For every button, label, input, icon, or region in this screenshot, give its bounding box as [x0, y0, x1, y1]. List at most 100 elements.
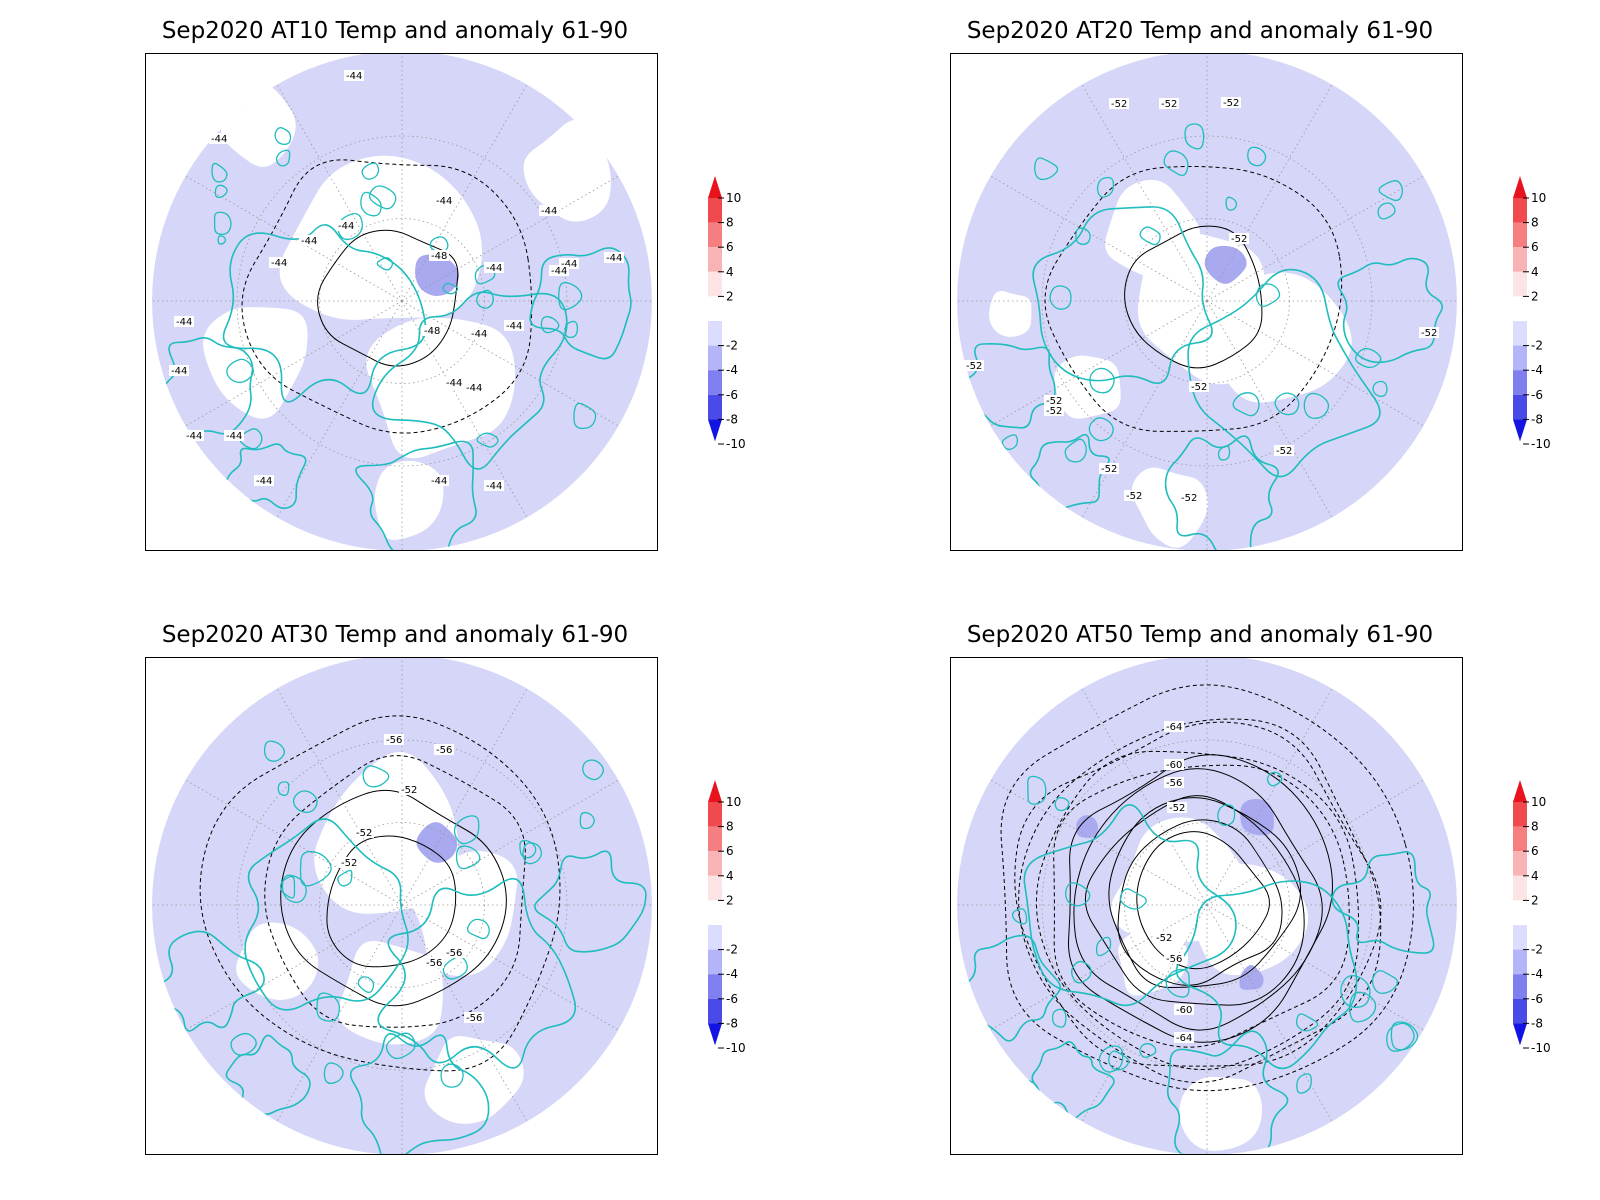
contour-label: -44 [606, 253, 622, 264]
coastline [1089, 367, 1115, 394]
colorbar-label: -10 [726, 437, 746, 451]
contour-label-bg [429, 250, 449, 261]
colorbar-label: -2 [726, 943, 738, 957]
coastline [385, 1032, 416, 1060]
colorbar-segment [1513, 998, 1527, 1024]
contour-label: -52 [1126, 491, 1142, 502]
meridian-line [1081, 688, 1208, 906]
colorbar-label: -6 [1531, 388, 1543, 402]
map-content [152, 54, 652, 550]
colorbar-label: 2 [1531, 893, 1539, 907]
coastline [1098, 1045, 1124, 1073]
contour-label: -44 [211, 134, 227, 145]
coastline [357, 976, 375, 994]
contour-label-bg [559, 258, 579, 269]
coastline [455, 845, 481, 870]
contour-label-bg [484, 262, 504, 273]
coastline [1064, 882, 1091, 907]
map-frame: -44 -44 -44 -44 -44 -44 -44 -44 -48 -44 -44 -48 -44-… [145, 53, 658, 551]
colorbar-segment [1513, 851, 1527, 876]
coastline [1164, 435, 1279, 550]
temperature-contour [1124, 225, 1263, 369]
colorbar-segment [1513, 296, 1527, 321]
colorbar-segment [1513, 949, 1527, 975]
contour-label-bg [1189, 381, 1209, 392]
contour-label-bg [1164, 721, 1184, 732]
coastline [1217, 804, 1236, 826]
coastline [213, 211, 232, 236]
colorbar-label: -4 [726, 967, 738, 981]
coastline [522, 842, 543, 865]
contour-label: -44 [256, 476, 272, 487]
contour-label-bg [269, 257, 289, 268]
contour-label-bg [1419, 327, 1439, 338]
contour-label: -44 [186, 431, 202, 442]
meridian-line [990, 779, 1208, 906]
contour-label-bg [209, 133, 229, 144]
colorbar-label: -2 [1531, 943, 1543, 957]
coastline [1108, 1050, 1130, 1071]
contour-label: -64 [1176, 1033, 1192, 1044]
coastline [1337, 257, 1443, 364]
colorbar-label: -6 [726, 388, 738, 402]
colorbar-segment [1513, 370, 1527, 395]
colorbar-label: -10 [1531, 1041, 1551, 1055]
colorbar-segment [708, 198, 722, 223]
contour-label-bg [444, 947, 464, 958]
contour-label: -44 [551, 266, 567, 277]
colorbar-segment [708, 802, 722, 827]
meridian-line [990, 904, 1208, 1031]
colorbar-label: 8 [1531, 216, 1539, 230]
temperature-contour [241, 159, 533, 434]
anomaly-region [406, 850, 518, 976]
colorbar-segment [708, 370, 722, 395]
colorbar-segment [1513, 974, 1527, 999]
meridian-line [276, 688, 403, 906]
meridian-line [1206, 84, 1333, 302]
contour-label: -52 [1111, 99, 1127, 110]
contour-label: -48 [431, 251, 447, 262]
colorbar-label: 6 [726, 844, 734, 858]
colorbar-segment [1513, 271, 1527, 297]
coastline [275, 149, 291, 167]
anomaly-region [416, 822, 458, 863]
meridian-line [1206, 779, 1424, 906]
colorbar-segment [708, 826, 722, 852]
contour-label-bg [469, 328, 489, 339]
coastline [1303, 392, 1330, 419]
colorbar-segment [1513, 198, 1527, 223]
meridian-line [1206, 300, 1424, 427]
colorbar-label: 2 [726, 893, 734, 907]
coastline [1051, 1008, 1067, 1028]
contour-label: -44 [486, 481, 502, 492]
anomaly-region [338, 940, 443, 1045]
anomaly-region [523, 119, 611, 222]
coastline [281, 874, 307, 903]
meridian-line [401, 175, 619, 302]
contour-label: -52 [1223, 98, 1239, 109]
coastline [1034, 157, 1059, 181]
coastline [442, 282, 459, 295]
contour-label: -52 [1161, 99, 1177, 110]
coastline [337, 869, 353, 887]
latitude-circle [1041, 135, 1373, 467]
coastline [564, 320, 579, 339]
colorbar-label: -6 [1531, 992, 1543, 1006]
coastline [299, 850, 332, 887]
colorbar-segment [1513, 222, 1527, 248]
contour-label: -44 [466, 383, 482, 394]
coastline [1029, 433, 1110, 511]
meridian-line [990, 300, 1208, 427]
coastline [244, 818, 409, 1011]
colorbar: 10 8 6 4 2 -2 -4 -6 -8 -10 [708, 780, 746, 1055]
coastline [1274, 392, 1300, 416]
meridian-line [1081, 300, 1208, 518]
temperature-contour [1108, 797, 1301, 989]
colorbar-label: 4 [726, 869, 734, 883]
colorbar-segment [1513, 247, 1527, 272]
contour-label: -44 [506, 321, 522, 332]
contour-label-bg [354, 827, 374, 838]
contour-label-bg [1154, 932, 1174, 943]
coastline [440, 1063, 464, 1088]
panel-title: Sep2020 AT30 Temp and anomaly 61-90 [161, 622, 629, 648]
